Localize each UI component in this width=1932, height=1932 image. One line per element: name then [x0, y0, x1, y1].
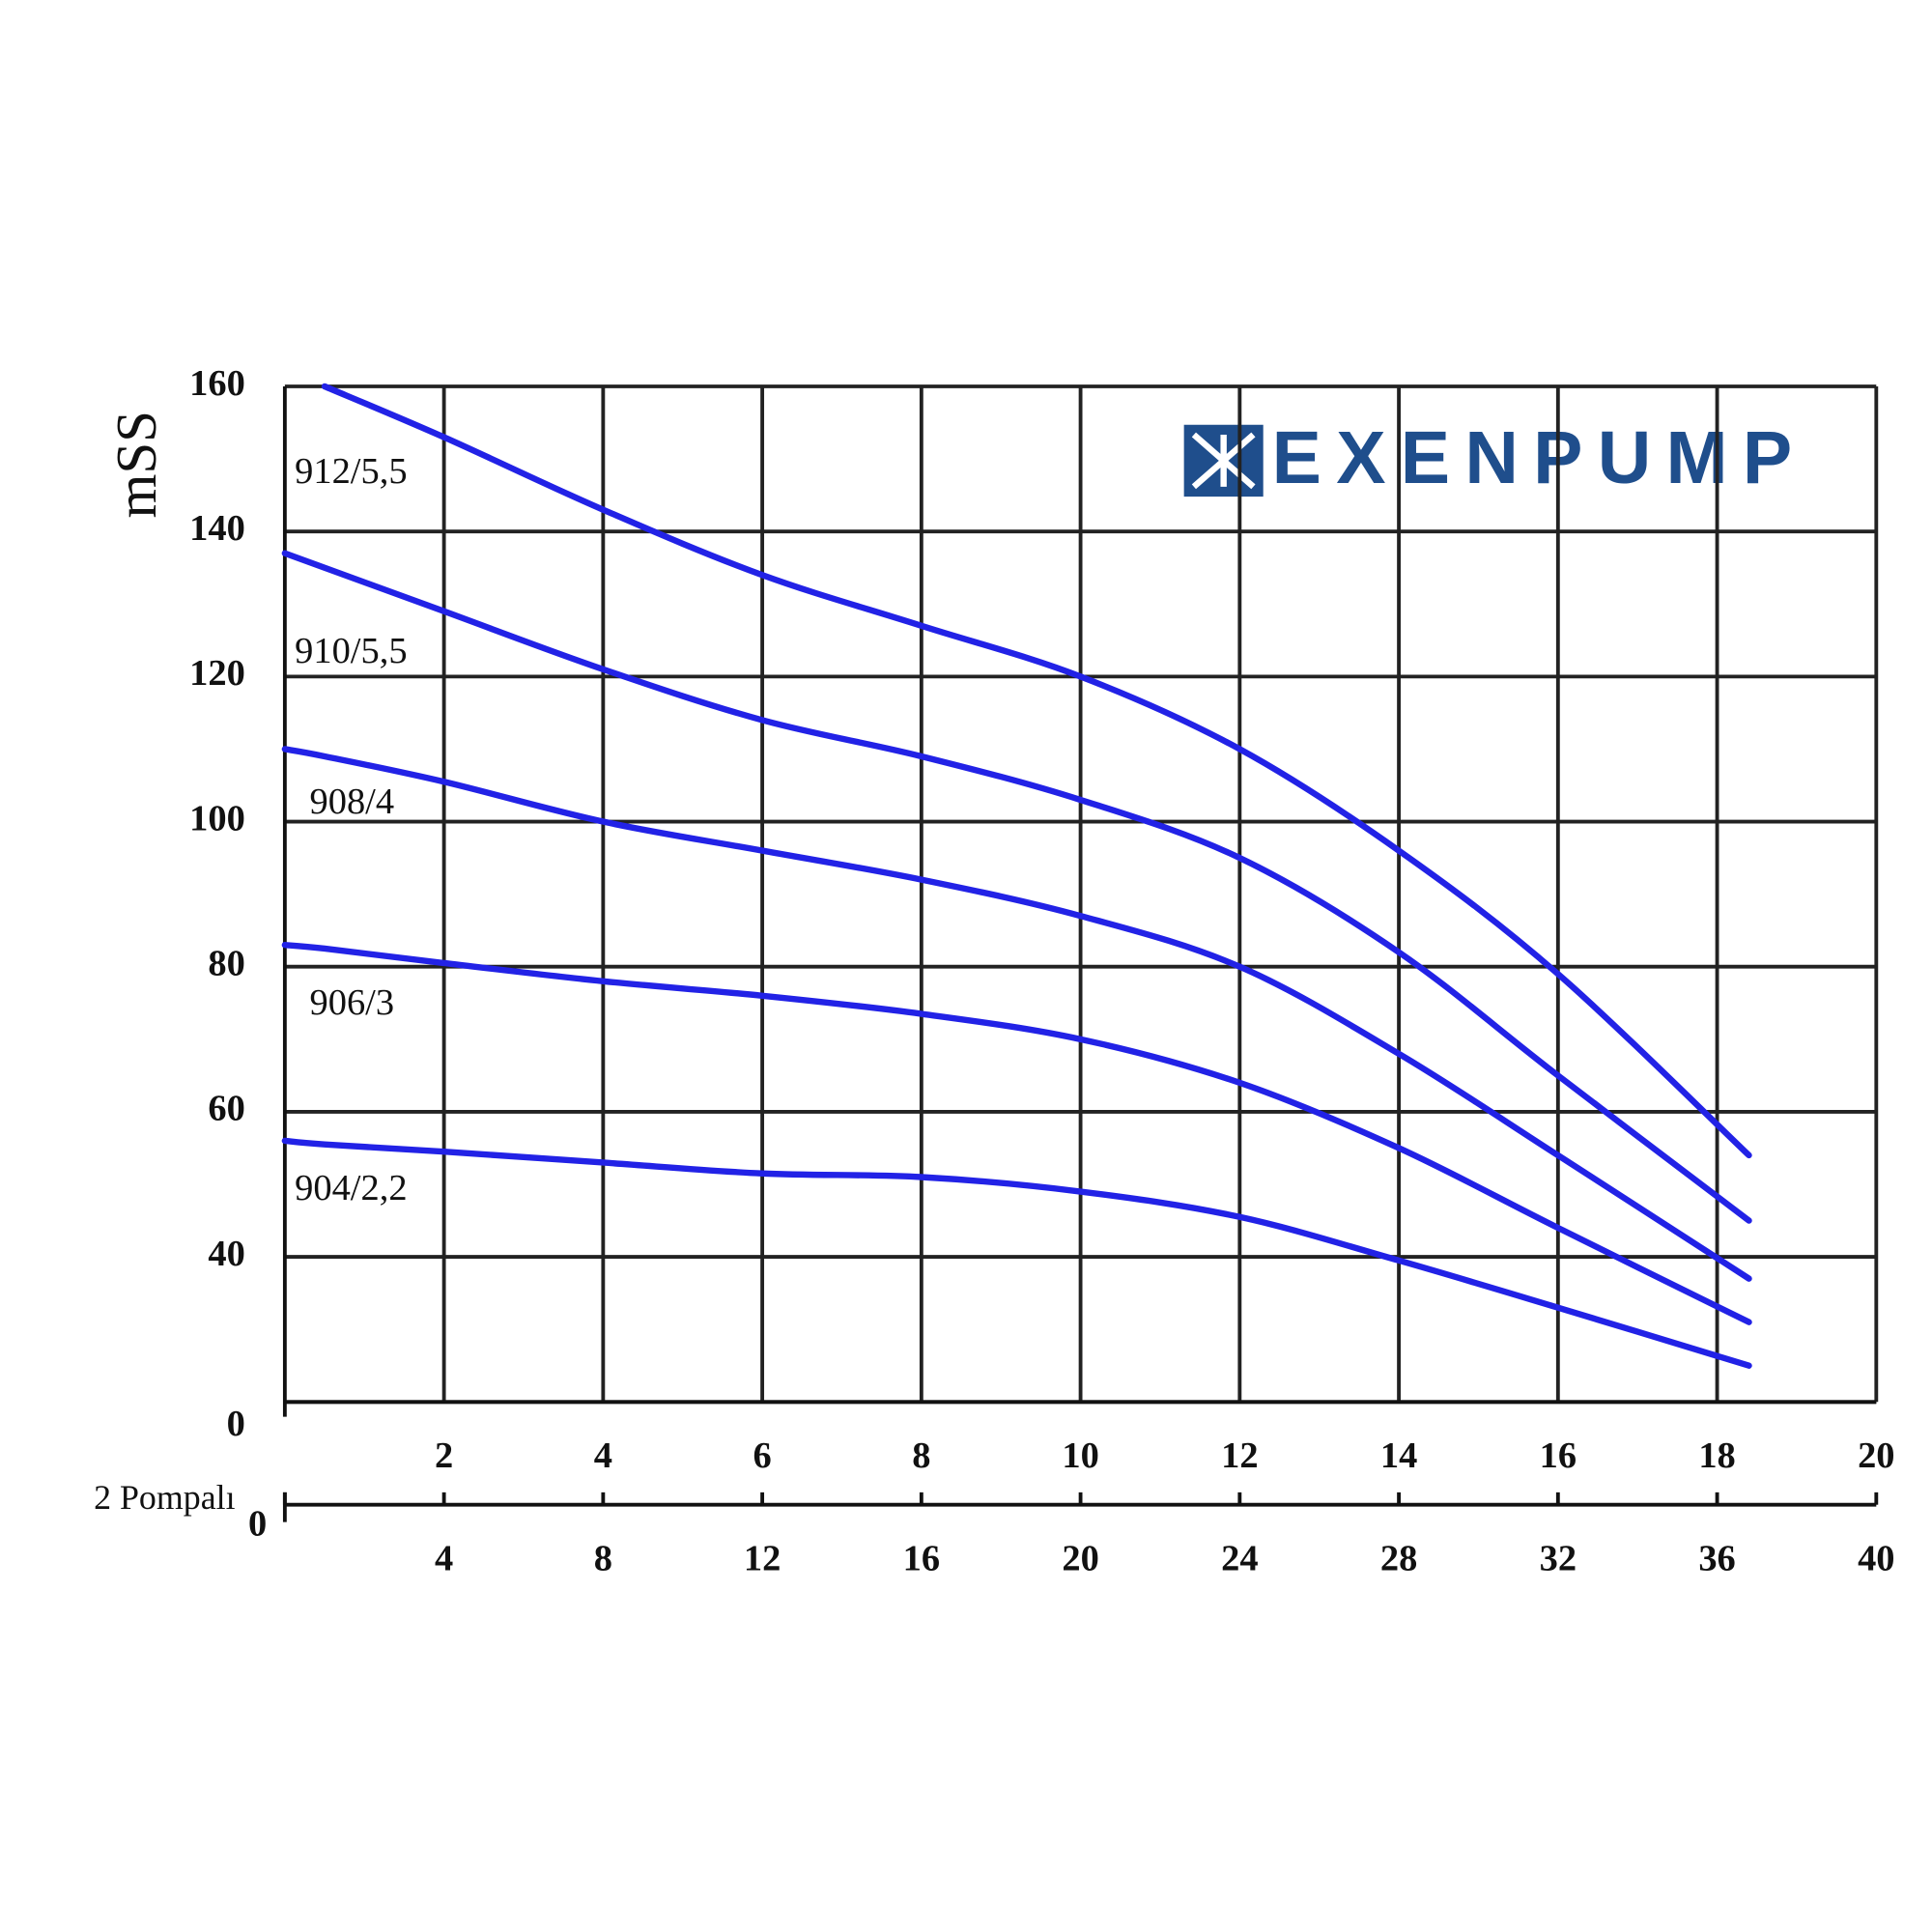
y-tick-label: 140: [189, 508, 245, 549]
x-tick-label: 16: [1540, 1435, 1577, 1476]
series-label: 908/4: [310, 781, 395, 822]
x2-tick-label: 0: [248, 1504, 267, 1545]
x2-tick-label: 4: [435, 1538, 453, 1578]
series-line: [281, 942, 1752, 1325]
x-tick-label: 6: [753, 1435, 771, 1476]
series-line: [281, 746, 1752, 1282]
y-tick-label: 0: [227, 1404, 245, 1444]
logo: EXENPUMP: [1183, 416, 1792, 499]
x2-tick-label: 36: [1698, 1538, 1735, 1578]
series-label: 912/5,5: [295, 451, 407, 492]
series-line: [281, 1137, 1752, 1369]
x-tick-label: 20: [1858, 1435, 1894, 1476]
x2-tick-label: 28: [1380, 1538, 1417, 1578]
x2-tick-label: 16: [903, 1538, 940, 1578]
y-tick-label: 60: [208, 1089, 244, 1129]
x-tick-label: 2: [435, 1435, 453, 1476]
x2-tick-label: 12: [744, 1538, 781, 1578]
series-label: 910/5,5: [295, 631, 407, 671]
series-line: [281, 550, 1752, 1224]
series-label: 904/2,2: [295, 1168, 407, 1208]
y-tick-label: 160: [189, 363, 245, 404]
x-tick-label: 18: [1698, 1435, 1735, 1476]
x-tick-label: 14: [1380, 1435, 1417, 1476]
logo-icon-mark: [1191, 432, 1256, 490]
x2-tick-label: 8: [594, 1538, 612, 1578]
x2-tick-label: 32: [1540, 1538, 1577, 1578]
x-tick-label: 12: [1221, 1435, 1258, 1476]
y-tick-label: 100: [189, 798, 245, 838]
y-tick-label: 120: [189, 653, 245, 694]
series-label: 906/3: [310, 982, 395, 1023]
x2-tick-label: 40: [1858, 1538, 1894, 1578]
x2-tick-label: 24: [1221, 1538, 1258, 1578]
x2-tick-label: 20: [1062, 1538, 1098, 1578]
y-tick-label: 80: [208, 944, 244, 984]
x-tick-label: 8: [912, 1435, 930, 1476]
y-tick-label: 40: [208, 1234, 244, 1274]
series-line: [321, 383, 1752, 1159]
x-tick-label: 10: [1062, 1435, 1098, 1476]
y-axis-label: mSS: [104, 411, 168, 518]
x2-axis-label: 2 Pompalı: [94, 1478, 236, 1517]
x-tick-label: 4: [594, 1435, 612, 1476]
